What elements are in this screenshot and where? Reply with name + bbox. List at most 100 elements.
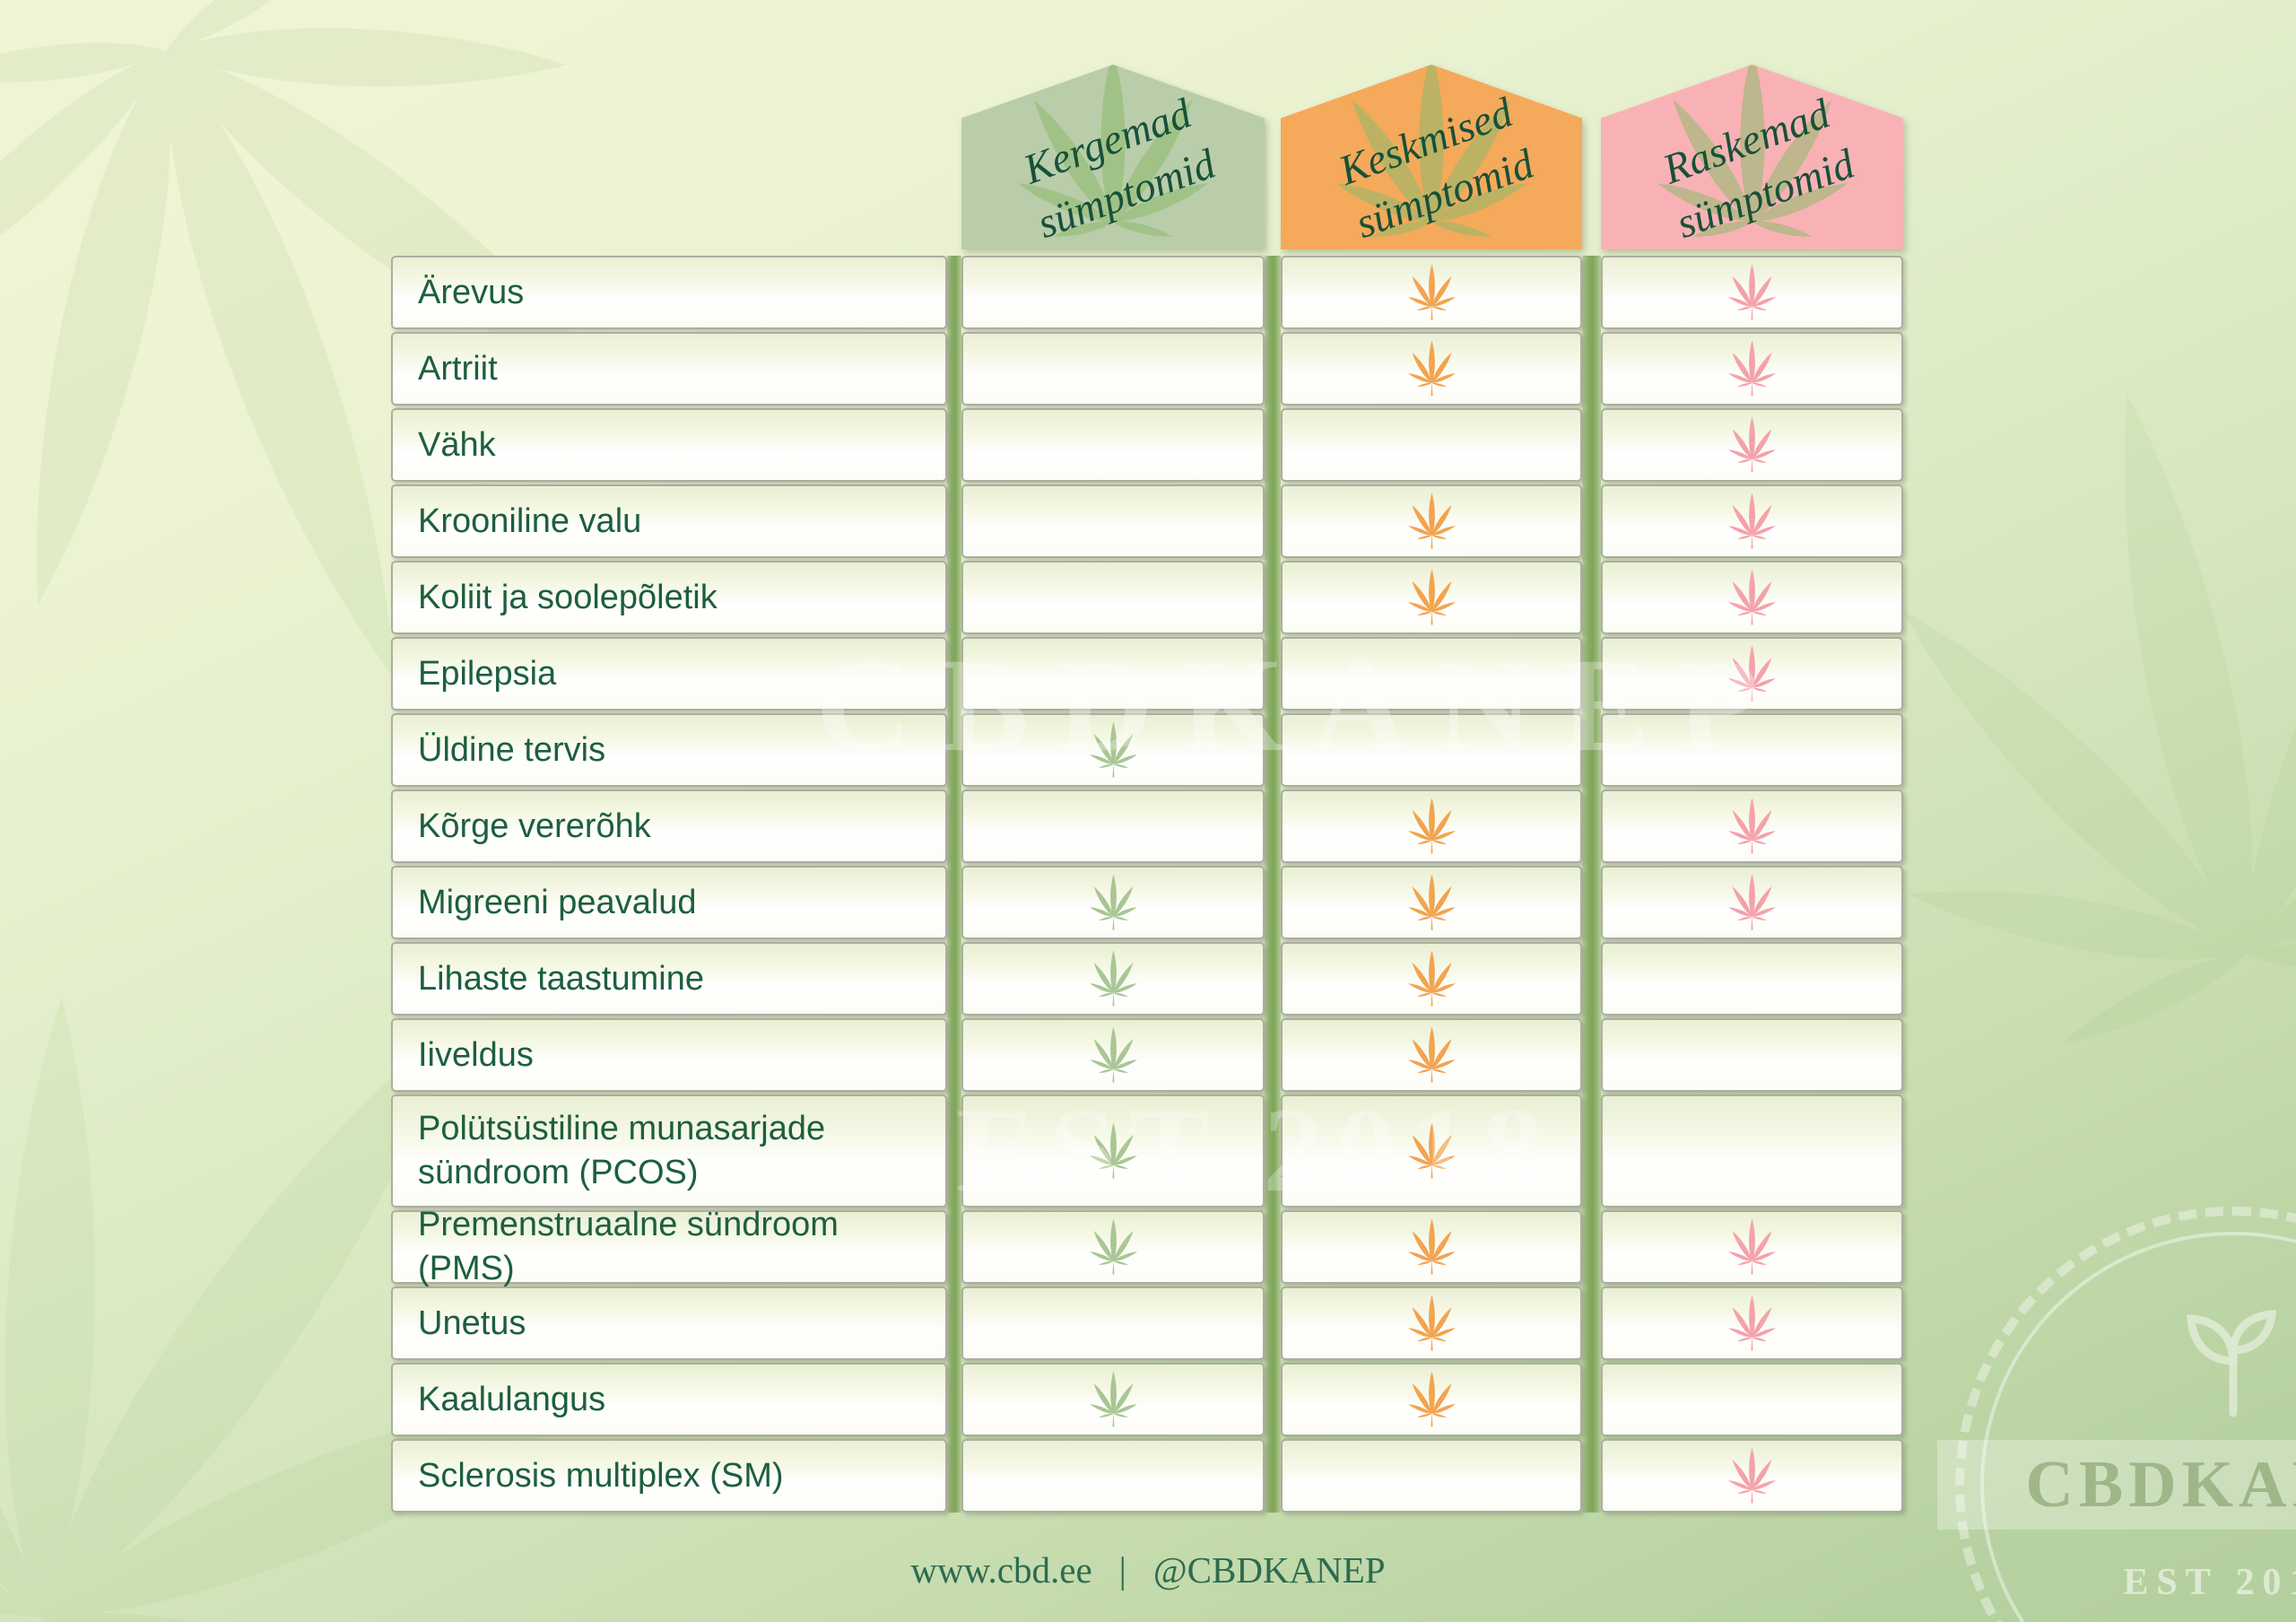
footer-website-text: www.cbd.ee xyxy=(910,1549,1092,1591)
medium-symptom-cell xyxy=(1281,1286,1582,1360)
cannabis-leaf-icon xyxy=(1407,264,1456,320)
condition-cell: Sclerosis multiplex (SM) xyxy=(391,1439,947,1513)
light-symptom-cell xyxy=(961,942,1265,1016)
severe-symptom-cell xyxy=(1601,789,1903,863)
condition-label: Unetus xyxy=(418,1304,526,1342)
condition-cell: Lihaste taastumine xyxy=(391,942,947,1016)
cannabis-leaf-icon xyxy=(1407,1295,1456,1351)
condition-label: Premenstruaalne sündroom (PMS) xyxy=(418,1206,839,1287)
light-symptom-cell xyxy=(961,1363,1265,1436)
column-header-medium: Keskmised sümptomid xyxy=(1281,65,1582,249)
condition-label: Vähk xyxy=(418,425,496,464)
medium-symptom-cell xyxy=(1281,1439,1582,1513)
medium-symptom-cell xyxy=(1281,1363,1582,1436)
severe-symptom-cell xyxy=(1601,256,1903,329)
cannabis-leaf-icon xyxy=(1728,1295,1776,1351)
cannabis-leaf-icon xyxy=(1407,950,1456,1007)
column-header-light: Kergemad sümptomid xyxy=(961,65,1265,249)
condition-cell: Migreeni peavalud xyxy=(391,866,947,939)
medium-symptoms-column xyxy=(1281,256,1582,1513)
condition-cell: Kõrge vererõhk xyxy=(391,789,947,863)
condition-label: Kaalulangus xyxy=(418,1380,606,1418)
condition-label: Krooniline valu xyxy=(418,501,642,540)
cannabis-leaf-icon xyxy=(1407,1122,1456,1179)
condition-cell: Kaalulangus xyxy=(391,1363,947,1436)
severe-symptom-cell xyxy=(1601,1286,1903,1360)
condition-cell: Krooniline valu xyxy=(391,484,947,558)
medium-symptom-cell xyxy=(1281,332,1582,406)
condition-label: Lihaste taastumine xyxy=(418,959,704,998)
medium-symptom-cell xyxy=(1281,637,1582,711)
condition-label: Migreeni peavalud xyxy=(418,883,697,921)
light-symptom-cell xyxy=(961,637,1265,711)
condition-label: Üldine tervis xyxy=(418,730,606,769)
cannabis-leaf-icon xyxy=(1728,1218,1776,1275)
severe-symptom-cell xyxy=(1601,561,1903,634)
column-divider-bar xyxy=(1582,256,1601,1513)
badge-brand-band: CBDKANEP xyxy=(1937,1440,2296,1530)
medium-symptom-cell xyxy=(1281,256,1582,329)
column-header-severe: Raskemad sümptomid xyxy=(1601,65,1903,249)
cannabis-leaf-icon xyxy=(1407,340,1456,397)
cannabis-leaf-icon xyxy=(1728,569,1776,625)
cannabis-leaf-icon xyxy=(1089,950,1137,1007)
severe-symptom-cell xyxy=(1601,637,1903,711)
medium-symptom-cell xyxy=(1281,1018,1582,1092)
cannabis-leaf-icon xyxy=(1089,1371,1137,1427)
condition-cell: Epilepsia xyxy=(391,637,947,711)
cannabis-leaf-icon xyxy=(1407,874,1456,930)
cannabis-leaf-icon xyxy=(1407,1218,1456,1275)
cannabis-leaf-icon xyxy=(1728,798,1776,854)
column-header-medium-label: Keskmised sümptomid xyxy=(1281,65,1582,249)
condition-label: Iiveldus xyxy=(418,1035,534,1074)
medium-symptom-cell xyxy=(1281,713,1582,787)
cannabis-leaf-icon xyxy=(1089,1218,1137,1275)
column-header-severe-label: Raskemad sümptomid xyxy=(1601,65,1903,249)
condition-label: Artriit xyxy=(418,349,498,388)
cannabis-leaf-icon xyxy=(1728,874,1776,930)
column-header-light-label: Kergemad sümptomid xyxy=(961,65,1265,249)
light-symptom-cell xyxy=(961,484,1265,558)
light-symptom-cell xyxy=(961,408,1265,482)
footer: www.cbd.ee | @CBDKANEP xyxy=(0,1548,2296,1591)
condition-label: Sclerosis multiplex (SM) xyxy=(418,1456,784,1495)
column-divider-bar xyxy=(947,256,961,1513)
condition-label-column: Ärevus Artriit Vähk Krooniline valu Koliit j… xyxy=(391,256,947,1513)
severe-symptom-cell xyxy=(1601,484,1903,558)
column-divider-bar xyxy=(1265,256,1281,1513)
severe-symptom-cell xyxy=(1601,408,1903,482)
medium-symptom-cell xyxy=(1281,1210,1582,1284)
severe-symptoms-column xyxy=(1601,256,1903,1513)
cannabis-leaf-icon xyxy=(1728,493,1776,549)
cannabis-leaf-icon xyxy=(1407,493,1456,549)
condition-cell: Polütsüstiline munasarjade sündroom (PCO… xyxy=(391,1094,947,1208)
cannabis-leaf-icon xyxy=(1728,340,1776,397)
light-symptom-cell xyxy=(961,256,1265,329)
light-symptom-cell xyxy=(961,561,1265,634)
medium-symptom-cell xyxy=(1281,866,1582,939)
condition-cell: Premenstruaalne sündroom (PMS) xyxy=(391,1206,947,1287)
light-symptom-cell xyxy=(961,1018,1265,1092)
severe-symptom-cell xyxy=(1601,1363,1903,1436)
medium-symptom-cell xyxy=(1281,1094,1582,1208)
condition-cell: Ärevus xyxy=(391,256,947,329)
light-symptom-cell xyxy=(961,1439,1265,1513)
cannabis-leaf-icon xyxy=(1728,645,1776,702)
medium-symptom-cell xyxy=(1281,408,1582,482)
light-symptom-cell xyxy=(961,1094,1265,1208)
light-symptom-cell xyxy=(961,1286,1265,1360)
footer-separator: | xyxy=(1118,1549,1126,1591)
cannabis-leaf-icon xyxy=(1407,569,1456,625)
medium-symptom-cell xyxy=(1281,484,1582,558)
light-symptoms-column xyxy=(961,256,1265,1513)
severe-symptom-cell xyxy=(1601,1018,1903,1092)
medium-symptom-cell xyxy=(1281,942,1582,1016)
cannabis-leaf-icon xyxy=(1728,416,1776,473)
footer-social-handle: @CBDKANEP xyxy=(1152,1549,1386,1591)
condition-label: Ärevus xyxy=(418,273,525,311)
cannabis-leaf-icon xyxy=(1407,1371,1456,1427)
severe-symptom-cell xyxy=(1601,332,1903,406)
cannabis-leaf-icon xyxy=(1728,264,1776,320)
condition-label: Kõrge vererõhk xyxy=(418,807,651,845)
severe-symptom-cell xyxy=(1601,1094,1903,1208)
